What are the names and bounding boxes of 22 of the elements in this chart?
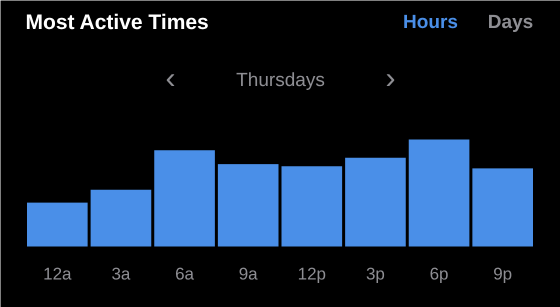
bar bbox=[472, 168, 533, 246]
x-tick-label: 9a bbox=[238, 264, 258, 284]
x-tick-label: 6a bbox=[175, 264, 195, 284]
chart-title: Most Active Times bbox=[26, 11, 209, 34]
text: Hours bbox=[403, 12, 458, 33]
bar bbox=[408, 140, 470, 246]
bar bbox=[282, 166, 342, 246]
bar bbox=[90, 190, 152, 246]
text: › bbox=[386, 62, 396, 95]
bar bbox=[27, 202, 88, 246]
x-tick-label: 12a bbox=[43, 264, 72, 284]
x-tick-label: 6p bbox=[430, 264, 449, 284]
x-tick-label: 3p bbox=[366, 264, 385, 284]
bar bbox=[345, 158, 406, 246]
x-tick-label: 3a bbox=[111, 264, 131, 284]
bar bbox=[154, 150, 215, 246]
bar bbox=[218, 164, 278, 246]
chart-subtitle: Thursdays bbox=[236, 70, 325, 91]
x-tick-label: 12p bbox=[298, 264, 326, 284]
x-tick-label: 9p bbox=[493, 264, 512, 284]
text: Days bbox=[488, 12, 534, 33]
text: ‹ bbox=[166, 62, 176, 95]
